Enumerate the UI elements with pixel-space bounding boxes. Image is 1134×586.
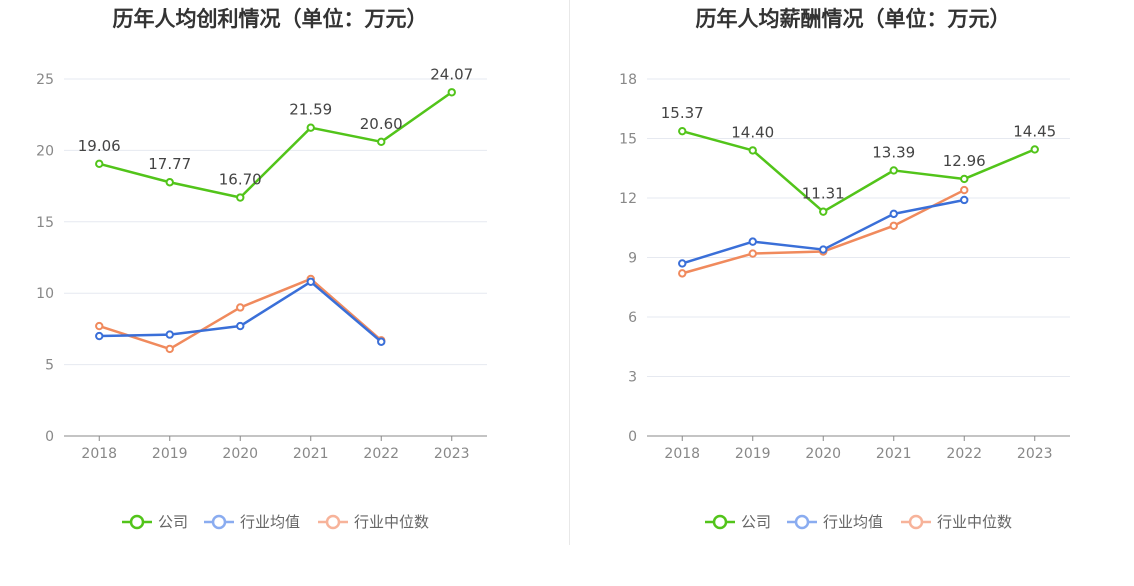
company-point: [889, 166, 898, 175]
legend-marker: [211, 514, 227, 530]
y-tick-label: 20: [36, 143, 54, 159]
y-tick-label: 25: [36, 72, 54, 88]
legend-label-industry-avg: 行业均值: [823, 513, 883, 531]
industry-avg-point: [95, 331, 104, 341]
industry-median-line: [98, 277, 383, 351]
y-tick-label: 9: [628, 251, 637, 267]
company-line: [681, 129, 1036, 213]
legend-marker: [794, 514, 810, 530]
industry-avg-point: [377, 337, 386, 346]
x-tick-label: 2019: [735, 446, 771, 462]
salary-chart-svg: 历年人均薪酬情况（单位：万元） 0 3 6 9 12 15 18 2018 2019 2020 20…: [619, 7, 1070, 531]
company-data-label: 11.31: [802, 185, 845, 203]
x-tick-label: 2021: [293, 446, 329, 462]
industry-median-point: [95, 321, 104, 331]
profit-chart-svg: 历年人均创利情况（单位：万元） 0 5 10 15 20 25 2018 2019 2020 20…: [36, 7, 487, 531]
company-data-label: 20.60: [360, 115, 403, 133]
industry-avg-point: [678, 259, 687, 268]
legend-label-industry-avg: 行业均值: [240, 513, 300, 531]
company-data-label: 16.70: [219, 171, 262, 189]
y-tick-label: 15: [36, 215, 54, 231]
company-point: [819, 207, 828, 216]
industry-avg-point: [165, 330, 174, 339]
x-tick-label: 2020: [805, 446, 841, 462]
y-tick-label: 0: [45, 429, 54, 445]
chart-title: 历年人均薪酬情况（单位：万元）: [696, 7, 1011, 31]
company-point: [748, 146, 757, 155]
y-tick-label: 15: [619, 132, 637, 148]
company-point: [306, 123, 315, 132]
x-tick-label: 2020: [222, 446, 258, 462]
legend-marker: [129, 514, 145, 530]
company-data-label: 24.07: [430, 65, 473, 83]
industry-median-point: [236, 303, 245, 312]
company-data-label: 19.06: [78, 137, 121, 155]
company-point: [1030, 145, 1039, 154]
company-data-label: 14.40: [731, 123, 774, 141]
x-tick-label: 2021: [876, 446, 912, 462]
x-tick-label: 2023: [1017, 446, 1053, 462]
industry-avg-line: [99, 280, 383, 343]
company-point: [95, 159, 104, 169]
company-data-label: 15.37: [661, 104, 704, 122]
y-tick-label: 5: [45, 358, 54, 374]
industry-avg-point: [960, 195, 969, 205]
legend-label-industry-median: 行业中位数: [937, 513, 1012, 531]
y-tick-label: 6: [628, 310, 637, 326]
y-tick-label: 10: [36, 286, 54, 302]
company-data-label: 21.59: [289, 101, 332, 119]
company-point: [960, 174, 969, 184]
company-point: [678, 126, 687, 136]
legend-marker: [325, 514, 341, 530]
legend-label-company: 公司: [158, 513, 188, 531]
legend-label-industry-median: 行业中位数: [354, 513, 429, 531]
company-data-label: 17.77: [148, 155, 191, 173]
industry-avg-point: [889, 209, 898, 219]
y-tick-label: 0: [628, 429, 637, 445]
industry-avg-point: [306, 277, 315, 286]
industry-median-point: [960, 185, 969, 195]
profit-per-capita-chart: 历年人均创利情况（单位：万元） 0 5 10 15 20 25 2018 2019 2020 20…: [0, 0, 567, 582]
y-tick-label: 12: [619, 191, 637, 207]
industry-avg-point: [748, 237, 757, 246]
company-point: [377, 137, 386, 147]
legend-label-company: 公司: [741, 513, 771, 531]
company-data-label: 13.39: [872, 143, 915, 161]
x-tick-label: 2018: [664, 446, 700, 462]
legend-marker: [712, 514, 728, 530]
company-data-label: 14.45: [1013, 122, 1056, 140]
x-tick-label: 2022: [946, 446, 982, 462]
industry-median-point: [678, 269, 687, 278]
x-tick-label: 2022: [363, 446, 399, 462]
industry-median-point: [748, 249, 757, 258]
company-data-label: 12.96: [943, 152, 986, 170]
industry-median-point: [165, 344, 174, 354]
x-tick-label: 2019: [152, 446, 188, 462]
chart-title: 历年人均创利情况（单位：万元）: [113, 7, 428, 31]
company-point: [447, 88, 456, 97]
panel-divider: [569, 0, 570, 545]
industry-avg-point: [236, 321, 245, 331]
x-tick-label: 2023: [434, 446, 470, 462]
industry-median-point: [889, 221, 898, 230]
y-tick-label: 18: [619, 72, 637, 88]
company-line: [98, 91, 453, 199]
legend-marker: [908, 514, 924, 530]
x-tick-label: 2018: [81, 446, 117, 462]
industry-avg-point: [819, 245, 828, 254]
y-tick-label: 3: [628, 370, 637, 386]
salary-per-capita-chart: 历年人均薪酬情况（单位：万元） 0 3 6 9 12 15 18 2018 2019 2020 20…: [567, 0, 1134, 582]
company-point: [165, 178, 174, 187]
company-point: [236, 193, 245, 202]
